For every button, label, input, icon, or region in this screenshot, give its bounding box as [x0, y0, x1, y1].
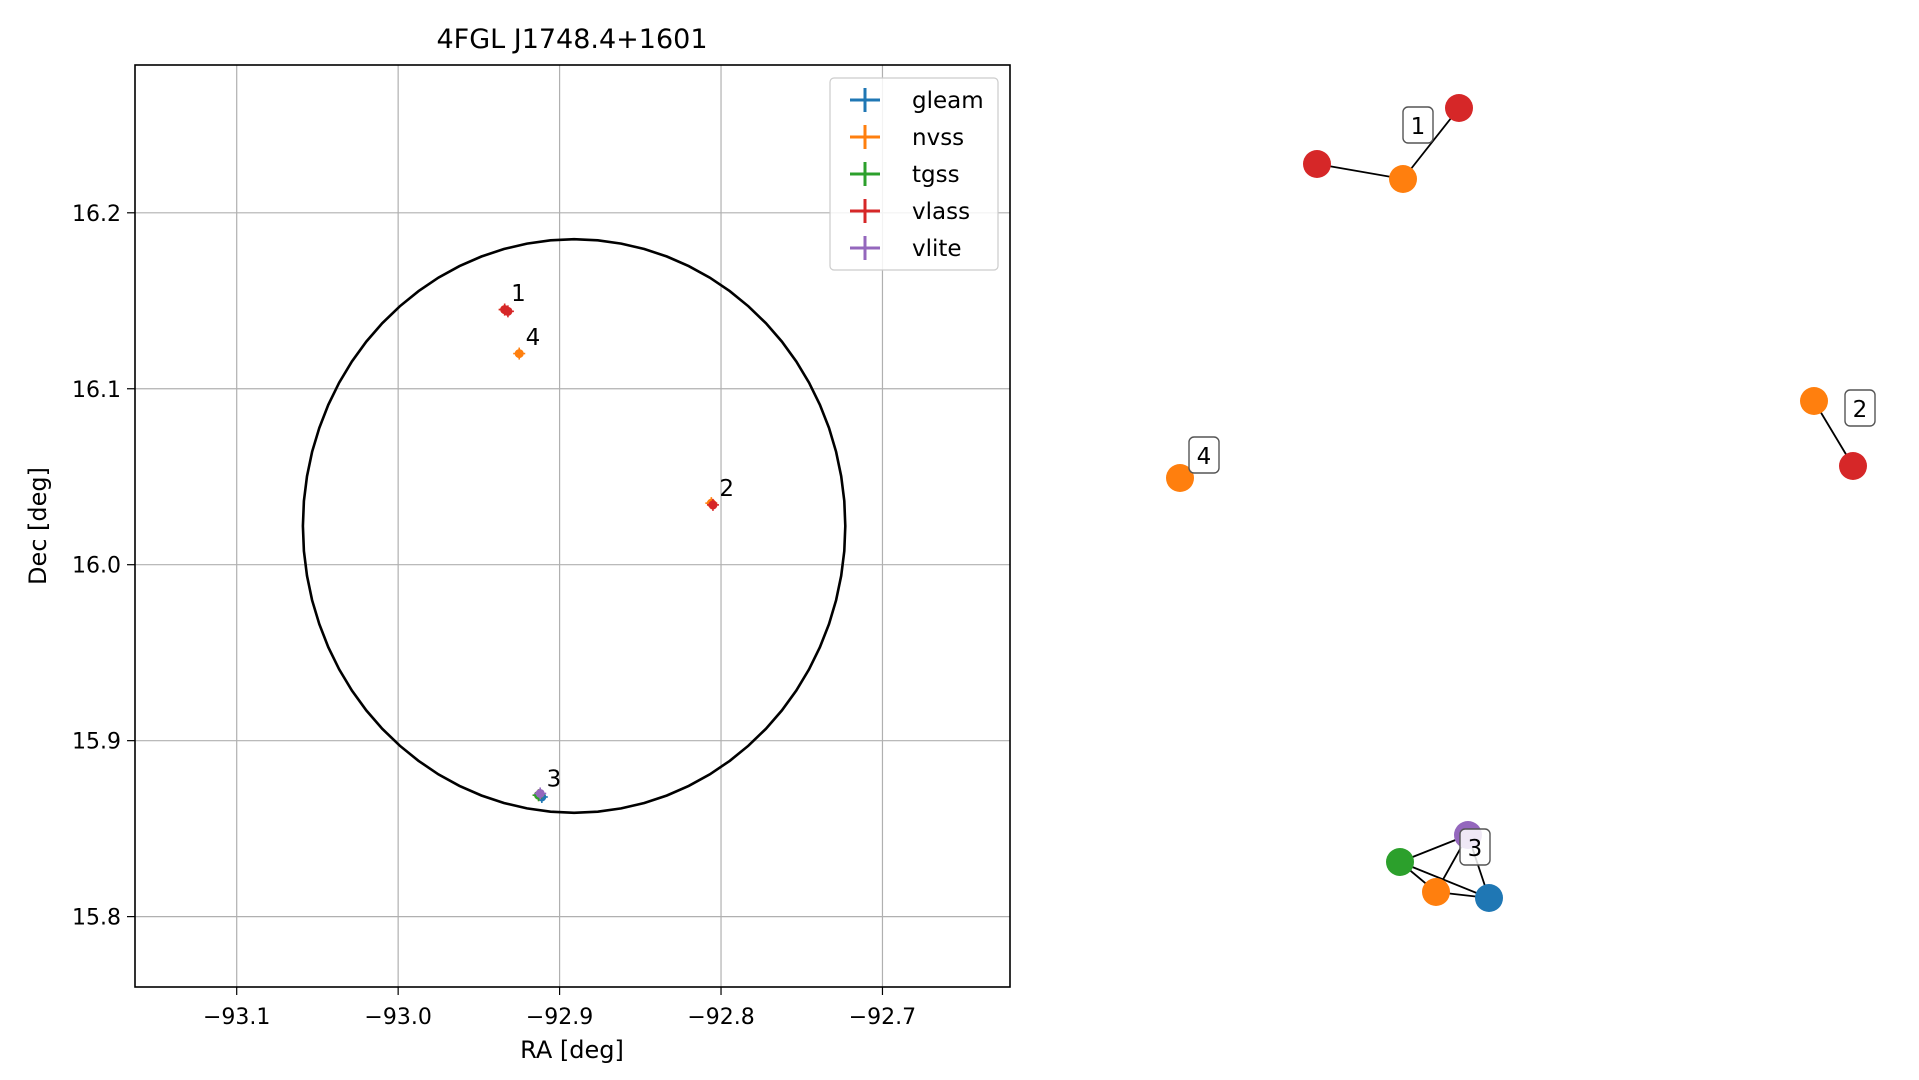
x-tick-label: −92.7: [849, 1005, 916, 1030]
network-node: [1445, 94, 1473, 122]
network-group-label-2: 2: [1844, 389, 1876, 427]
plot-frame: [134, 64, 1011, 988]
legend-label: nvss: [912, 125, 964, 151]
x-axis-ticks: −93.1 −93.0 −92.9 −92.8 −92.7: [203, 987, 916, 1030]
network-edges: [1316, 107, 1854, 899]
svg-text:1: 1: [1411, 114, 1426, 140]
y-tick-label: 16.0: [72, 554, 121, 579]
legend: gleam nvss tgss vlass vlite: [829, 77, 999, 271]
y-tick-label: 15.8: [72, 906, 121, 931]
svg-text:3: 3: [1468, 836, 1483, 862]
x-axis-label: RA [deg]: [520, 1036, 624, 1064]
source-label-4: 4: [526, 325, 541, 351]
network-edge: [1316, 163, 1404, 180]
network-group-label-4: 4: [1188, 436, 1220, 474]
legend-label: vlite: [912, 236, 962, 262]
point-vlass: [501, 305, 514, 318]
association-network: 1 2 3 4: [1166, 94, 1876, 912]
y-axis-label: Dec [deg]: [24, 467, 52, 585]
legend-label: vlass: [912, 199, 970, 225]
x-tick-label: −92.8: [687, 1005, 754, 1030]
legend-entry-nvss: nvss: [850, 125, 964, 151]
x-tick-label: −93.1: [203, 1005, 270, 1030]
y-axis-ticks: 15.8 15.9 16.0 16.1 16.2: [72, 202, 135, 931]
y-tick-label: 16.1: [72, 378, 121, 403]
network-node: [1303, 150, 1331, 178]
legend-entry-vlass: vlass: [850, 199, 970, 225]
legend-label: tgss: [912, 162, 960, 188]
legend-label: gleam: [912, 88, 984, 114]
localization-ellipse-layer: [301, 237, 847, 815]
point-vlass: [706, 498, 719, 511]
legend-entry-tgss: tgss: [850, 162, 960, 188]
network-nodes: [1166, 94, 1867, 912]
source-labels-layer: 1 2 3 4: [511, 281, 734, 793]
x-tick-label: −92.9: [526, 1005, 593, 1030]
network-group-label-3: 3: [1459, 828, 1491, 866]
network-edge: [1402, 107, 1460, 180]
y-tick-label: 16.2: [72, 202, 121, 227]
network-node: [1166, 464, 1194, 492]
svg-text:4: 4: [1197, 444, 1212, 470]
source-label-1: 1: [511, 281, 526, 307]
source-label-2: 2: [719, 476, 734, 502]
localization-ellipse: [301, 237, 847, 815]
network-group-label-1: 1: [1402, 106, 1434, 144]
network-node: [1475, 884, 1503, 912]
source-label-3: 3: [547, 766, 562, 792]
legend-entry-gleam: gleam: [850, 88, 984, 114]
network-node: [1386, 848, 1414, 876]
y-tick-label: 15.9: [72, 730, 121, 755]
network-node: [1389, 165, 1417, 193]
legend-entry-vlite: vlite: [850, 236, 962, 262]
network-node: [1839, 452, 1867, 480]
network-node: [1422, 878, 1450, 906]
legend-entries: gleam nvss tgss vlass vlite: [850, 88, 984, 262]
point-nvss: [513, 347, 526, 360]
network-group-labels: 1 2 3 4: [1188, 106, 1876, 866]
x-tick-label: −93.0: [364, 1005, 431, 1030]
point-vlite: [534, 787, 547, 800]
chart-title: 4FGL J1748.4+1601: [436, 24, 707, 55]
source-points-layer: [498, 303, 719, 803]
network-edge: [1399, 861, 1490, 899]
svg-text:2: 2: [1853, 397, 1868, 423]
legend-box: [829, 77, 999, 271]
network-node: [1800, 387, 1828, 415]
